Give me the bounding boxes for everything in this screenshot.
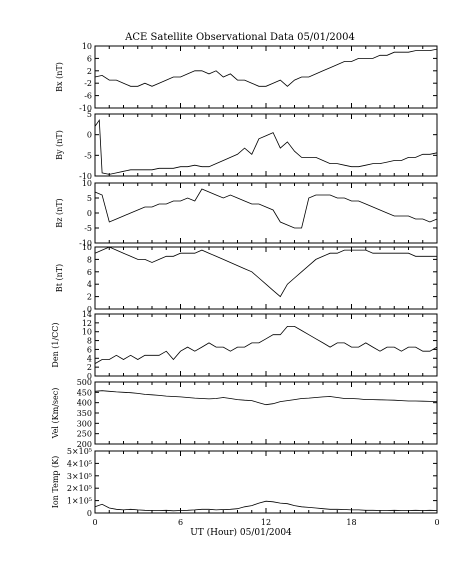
y-tick-label: -10 <box>79 104 92 113</box>
panel-frame <box>94 313 438 377</box>
panel-frame <box>94 246 438 310</box>
y-tick-label: 0 <box>87 209 92 218</box>
y-tick-label: 5 <box>87 110 92 119</box>
panel-3: 10 8 6 4 2 0 Bt (nT) <box>55 243 438 314</box>
series-line <box>94 119 438 175</box>
y-axis-label: Bt (nT) <box>55 264 64 292</box>
x-tick-label: 6 <box>178 518 183 527</box>
series-line <box>94 246 437 298</box>
y-axis-label: Bz (nT) <box>55 198 64 227</box>
y-tick-label: 10 <box>82 328 92 337</box>
y-tick-label: 0 <box>87 372 92 381</box>
y-axis-label: Bx (nT) <box>55 62 64 92</box>
y-tick-label: 500 <box>77 378 92 387</box>
y-tick-label: 0 <box>87 131 92 140</box>
y-tick-label: 4 <box>87 354 92 363</box>
y-tick-label: 14 <box>82 310 92 319</box>
y-tick-label: 2 <box>87 293 92 302</box>
x-tick-label: 18 <box>346 518 356 527</box>
y-tick-label: 5 <box>87 194 92 203</box>
y-tick-label: 5×10⁵ <box>67 447 92 456</box>
x-tick-label: 0 <box>434 518 439 527</box>
y-tick-label: 12 <box>82 319 92 328</box>
y-tick-label: 8 <box>87 255 92 264</box>
y-axis-label: Vel (Km/sec) <box>51 388 60 440</box>
y-tick-label: 2 <box>87 363 92 372</box>
y-tick-label: 3×10⁵ <box>67 472 92 481</box>
chart-title: ACE Satellite Observational Data 05/01/2… <box>124 32 355 43</box>
y-tick-label: 10 <box>82 42 92 51</box>
y-tick-label: 6 <box>87 54 92 63</box>
y-tick-label: 200 <box>77 440 92 449</box>
y-tick-label: 450 <box>77 388 92 397</box>
panel-frame <box>94 113 438 177</box>
panel-2: 10 5 0 -5 -10 Bz (nT) <box>55 179 438 248</box>
x-tick-label: 12 <box>261 518 271 527</box>
y-tick-label: 6 <box>87 268 92 277</box>
y-tick-label: -2 <box>84 79 92 88</box>
y-tick-label: 2×10⁵ <box>67 484 92 493</box>
y-tick-label: 4×10⁵ <box>67 459 92 468</box>
panel-frame <box>94 182 438 244</box>
y-tick-label: 0 <box>87 305 92 314</box>
y-axis-label: By (nT) <box>55 130 64 160</box>
x-tick-label: 0 <box>92 518 97 527</box>
y-tick-label: 350 <box>77 409 92 418</box>
panel-1: 5 0 -5 -10 By (nT) <box>55 110 438 181</box>
y-tick-label: 250 <box>77 430 92 439</box>
panel-frame <box>94 450 438 514</box>
y-tick-label: 10 <box>82 179 92 188</box>
y-tick-label: 8 <box>87 337 92 346</box>
panel-0: 10 6 2 -2 -6 -10 Bx (nT) <box>55 42 438 113</box>
series-line <box>94 325 438 364</box>
y-tick-label: 300 <box>77 419 92 428</box>
y-tick-label: 2 <box>87 67 92 76</box>
y-tick-label: -5 <box>84 224 92 233</box>
panel-frame <box>94 381 438 445</box>
y-tick-label: 400 <box>77 399 92 408</box>
y-tick-label: 4 <box>87 280 92 289</box>
y-tick-label: 6 <box>87 345 92 354</box>
y-tick-label: 1×10⁵ <box>67 497 92 506</box>
panel-6: 5×10⁵ 4×10⁵ 3×10⁵ 2×10⁵ 1×10⁵ 0 Ion Temp (K) <box>51 447 438 518</box>
y-tick-label: -10 <box>79 239 92 248</box>
x-axis-label: UT (Hour) 05/01/2004 <box>190 527 292 538</box>
series-line <box>94 48 438 87</box>
y-axis-label: Ion Temp (K) <box>51 456 60 509</box>
y-tick-label: 10 <box>82 243 92 252</box>
series-line <box>94 188 438 229</box>
series-line <box>94 390 438 406</box>
y-tick-label: -5 <box>84 151 92 160</box>
panels: 10 6 2 -2 -6 -10 Bx (nT) 5 0 -5 -10 By (nT) 10 5 0 -5 -1… <box>51 42 440 527</box>
y-tick-label: -10 <box>79 172 92 181</box>
y-axis-label: Den (1/CC) <box>51 322 60 367</box>
y-tick-label: 0 <box>87 509 92 518</box>
series-line <box>94 500 438 512</box>
y-tick-label: -6 <box>84 92 92 101</box>
